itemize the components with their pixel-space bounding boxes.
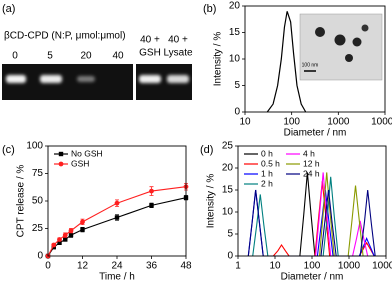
marker bbox=[57, 237, 62, 242]
marker bbox=[114, 215, 120, 220]
marker bbox=[80, 219, 85, 225]
gel-image bbox=[2, 64, 192, 100]
marker bbox=[62, 232, 68, 238]
lane-label: 5 bbox=[47, 51, 53, 62]
lane-label: 40 bbox=[112, 51, 124, 62]
legend-label: 12 h bbox=[303, 158, 320, 168]
marker bbox=[57, 240, 62, 245]
lane-label: 40 + bbox=[140, 35, 160, 46]
y-axis-label: Intensity / % bbox=[213, 32, 224, 87]
y-tick-label: 20 bbox=[222, 163, 234, 174]
y-tick-label: 10 bbox=[222, 207, 234, 218]
y-tick-label: 0 bbox=[37, 251, 43, 262]
series-line bbox=[247, 189, 376, 257]
x-axis-label: Diameter / nm bbox=[281, 272, 344, 281]
x-axis-label: Time / h bbox=[99, 272, 135, 281]
y-tick-label: 25 bbox=[222, 141, 234, 152]
x-tick-label: 10 bbox=[239, 117, 251, 128]
x-tick-label: 12 bbox=[77, 261, 89, 272]
legend-label: 0 h bbox=[261, 148, 273, 158]
marker bbox=[63, 237, 68, 242]
marker bbox=[149, 203, 154, 208]
x-tick-label: 36 bbox=[146, 261, 158, 272]
legend-label: 24 h bbox=[303, 168, 320, 178]
scale-bar-label: 100 nm bbox=[302, 62, 319, 68]
y-tick-label: 20 bbox=[229, 1, 241, 12]
marker bbox=[68, 228, 74, 234]
series-line bbox=[266, 11, 307, 113]
x-tick-label: 1 bbox=[235, 261, 241, 272]
y-axis-label: Intensity / % bbox=[206, 174, 217, 229]
marker bbox=[51, 242, 57, 248]
panel-label: (d) bbox=[200, 144, 213, 156]
series-line bbox=[47, 186, 187, 257]
legend-label: 0.5 h bbox=[261, 158, 280, 168]
y-axis-label: CPT release / % bbox=[16, 165, 27, 238]
y-tick-label: 5 bbox=[234, 80, 240, 91]
panel-label: (a) bbox=[2, 3, 15, 15]
plot-frame bbox=[237, 145, 387, 257]
gel-header: βCD-CPD (N:P, μmol:μmol) bbox=[4, 31, 126, 42]
x-tick-label: 1000 bbox=[338, 261, 361, 272]
legend-label: 4 h bbox=[303, 148, 315, 158]
y-tick-label: 0 bbox=[234, 107, 240, 118]
y-tick-label: 25 bbox=[32, 223, 44, 234]
legend-marker bbox=[58, 161, 64, 167]
plot-frame bbox=[244, 5, 386, 113]
lane-label: GSH bbox=[139, 48, 161, 59]
lane-label: 0 bbox=[12, 51, 18, 62]
x-tick-label: 0 bbox=[45, 261, 51, 272]
series-line bbox=[299, 172, 316, 257]
y-tick-label: 15 bbox=[229, 27, 241, 38]
y-tick-label: 10 bbox=[229, 54, 241, 65]
x-tick-label: 100 bbox=[304, 261, 321, 272]
x-tick-label: 24 bbox=[111, 261, 123, 272]
x-tick-label: 100 bbox=[283, 117, 300, 128]
y-tick-label: 100 bbox=[26, 141, 43, 152]
x-tick-label: 48 bbox=[180, 261, 192, 272]
legend-label: 2 h bbox=[261, 178, 273, 188]
plot-frame bbox=[47, 145, 187, 257]
y-tick-label: 0 bbox=[227, 251, 233, 262]
marker bbox=[114, 200, 120, 206]
legend-label: GSH bbox=[71, 158, 89, 168]
panel-label: (b) bbox=[203, 3, 216, 15]
x-tick-label: 1000 bbox=[327, 117, 350, 128]
y-tick-label: 15 bbox=[222, 185, 234, 196]
panel-label: (c) bbox=[2, 144, 15, 156]
legend-label: No GSH bbox=[71, 148, 103, 158]
marker bbox=[149, 188, 154, 194]
y-tick-label: 75 bbox=[32, 168, 44, 179]
marker bbox=[80, 227, 85, 232]
y-tick-label: 50 bbox=[32, 196, 44, 207]
marker bbox=[68, 232, 74, 238]
legend-label: 1 h bbox=[261, 168, 273, 178]
lane-label: 20 bbox=[80, 51, 92, 62]
x-tick-label: 10 bbox=[269, 261, 281, 272]
legend-marker bbox=[58, 151, 64, 157]
tem-inset bbox=[299, 13, 383, 81]
y-tick-label: 5 bbox=[227, 229, 233, 240]
x-axis-label: Diameter / nm bbox=[284, 128, 347, 139]
lane-label: Lysate bbox=[163, 48, 193, 59]
lane-label: 40 + bbox=[168, 35, 188, 46]
